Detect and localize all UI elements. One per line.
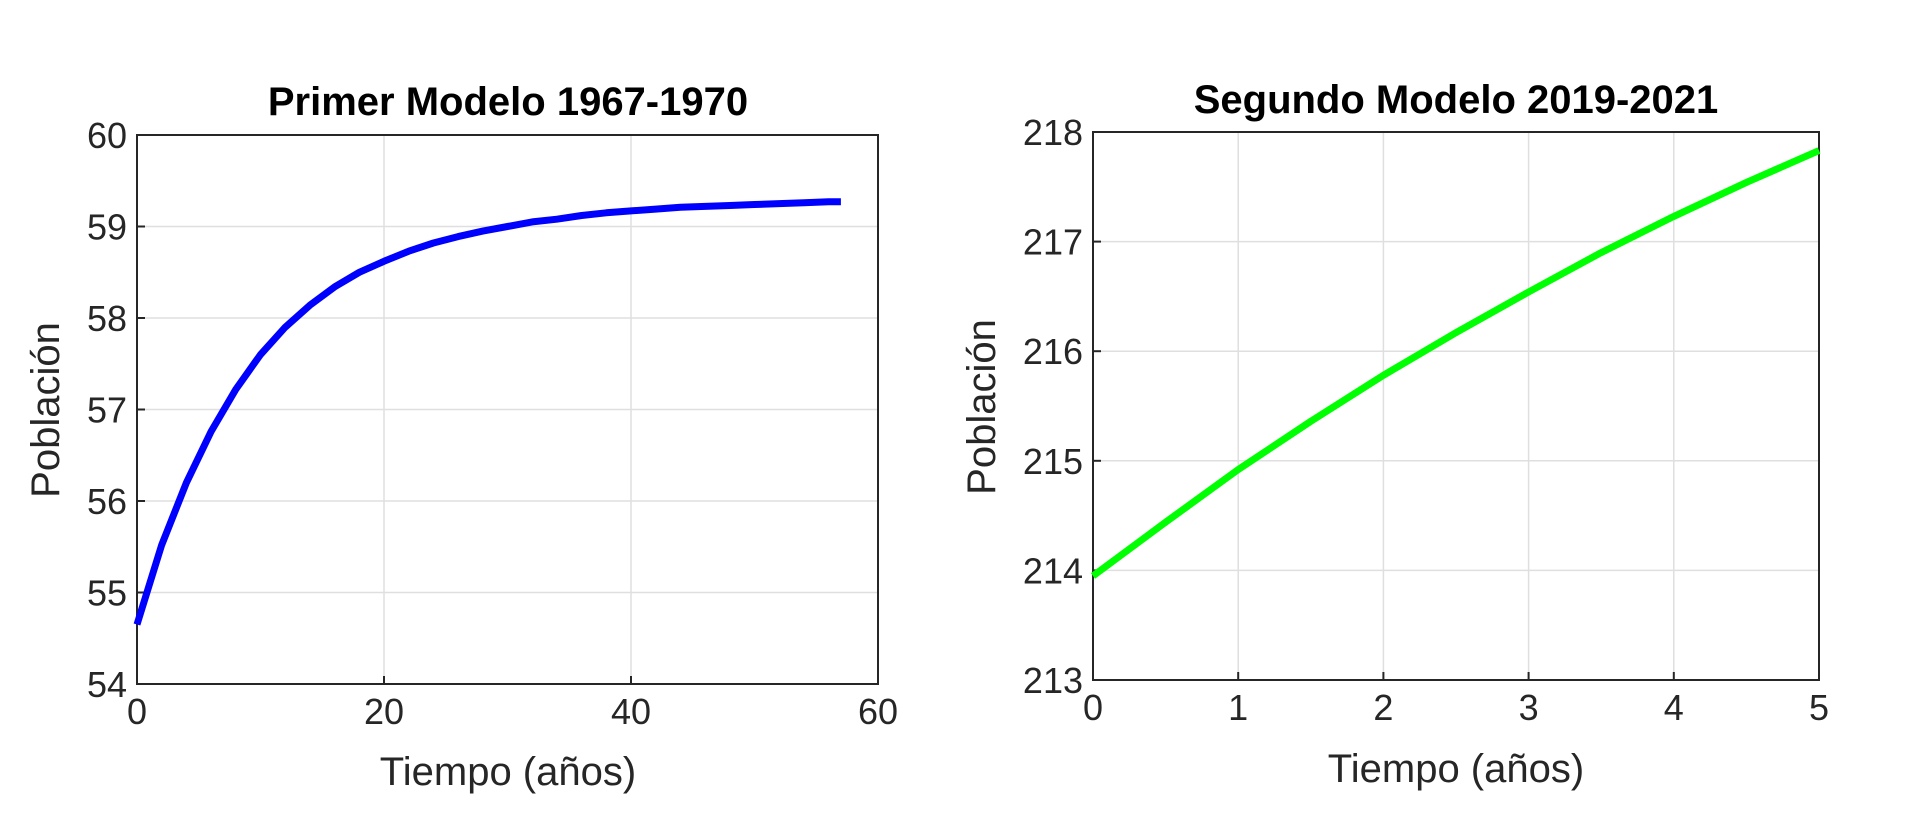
chart-2-x-tick-label: 4 (1664, 687, 1684, 728)
chart-2-plot-area (1092, 131, 1820, 681)
chart-2-x-tick-label: 1 (1228, 687, 1248, 728)
chart-2-series-line (1090, 147, 1821, 579)
chart-2-ticks: 0 1 2 3 4 5 213 214 215 216 217 218 (1023, 112, 1829, 728)
chart-1-x-tick-label: 0 (127, 691, 147, 732)
chart-1-y-tick-label: 60 (87, 115, 127, 156)
chart-2: Segundo Modelo 2019-2021 0 1 2 3 4 5 213 214 215… (960, 78, 1829, 791)
chart-2-series (1090, 147, 1821, 579)
chart-1-x-axis-label: Tiempo (años) (380, 750, 636, 794)
chart-2-x-tick-label: 5 (1809, 687, 1829, 728)
chart-1-y-tick-label: 59 (87, 207, 127, 248)
chart-1-y-tick-label: 58 (87, 298, 127, 339)
chart-2-y-tick-label: 214 (1023, 550, 1083, 591)
chart-1-y-tick-label: 56 (87, 481, 127, 522)
chart-2-y-tick-label: 218 (1023, 112, 1083, 153)
chart-2-y-tick-label: 216 (1023, 331, 1083, 372)
chart-2-x-tick-label: 3 (1519, 687, 1539, 728)
chart-2-x-tick-label: 0 (1083, 687, 1103, 728)
chart-1-title: Primer Modelo 1967-1970 (268, 80, 748, 124)
chart-2-x-tick-label: 2 (1373, 687, 1393, 728)
chart-1-x-tick-label: 40 (611, 691, 651, 732)
chart-2-y-tick-label: 215 (1023, 441, 1083, 482)
chart-2-y-axis-label: Población (960, 319, 1004, 495)
chart-1-x-tick-label: 20 (364, 691, 404, 732)
chart-1-series-line (133, 198, 841, 626)
chart-2-y-tick-label: 217 (1023, 222, 1083, 263)
chart-1-y-tick-label: 55 (87, 573, 127, 614)
chart-2-title: Segundo Modelo 2019-2021 (1194, 78, 1719, 122)
chart-1-ticks: 0 20 40 60 54 55 56 57 58 59 60 (87, 115, 898, 732)
chart-1-series (133, 198, 841, 626)
chart-1: Primer Modelo 1967-1970 0 20 40 60 54 55 56 57 5… (24, 80, 898, 794)
chart-1-grid (136, 134, 879, 685)
chart-2-x-axis-label: Tiempo (años) (1328, 747, 1584, 791)
chart-1-y-tick-label: 54 (87, 664, 127, 705)
chart-2-grid (1092, 131, 1820, 681)
chart-1-x-tick-label: 60 (858, 691, 898, 732)
chart-2-y-tick-label: 213 (1023, 660, 1083, 701)
chart-1-y-axis-label: Población (24, 322, 68, 498)
chart-1-y-tick-label: 57 (87, 390, 127, 431)
